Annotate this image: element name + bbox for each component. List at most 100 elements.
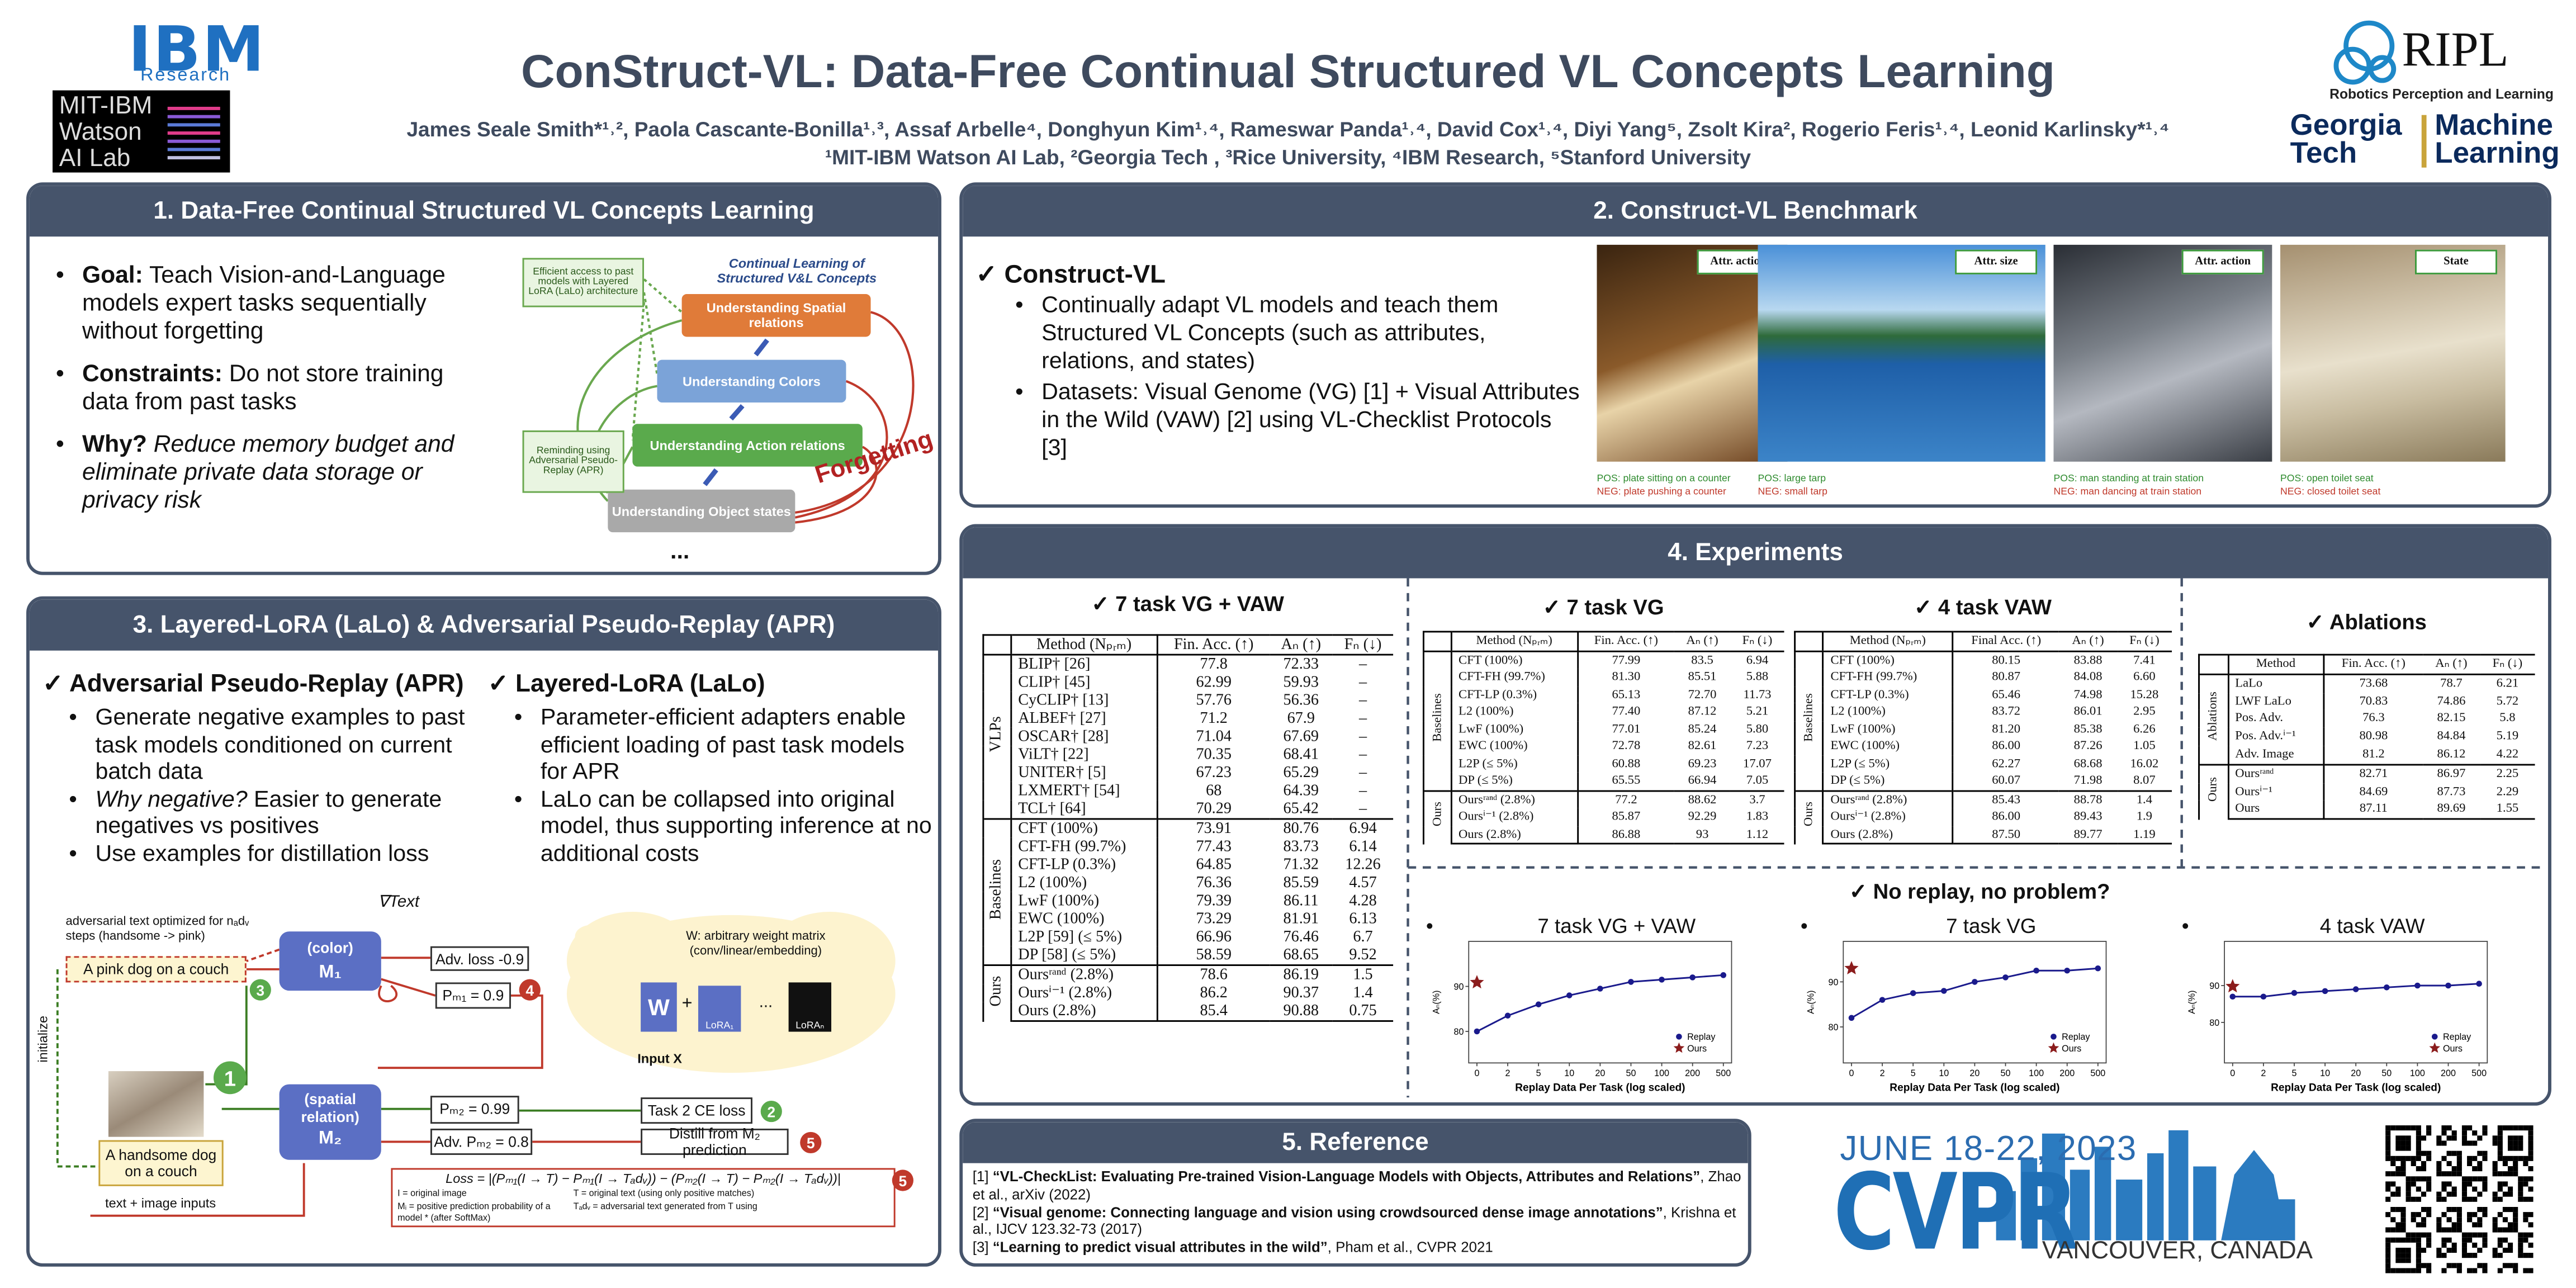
- qr-module: [2513, 1212, 2518, 1218]
- pos-caption: POS: open toilet seat: [2280, 475, 2374, 485]
- loop: [378, 984, 398, 1002]
- qr-module: [2451, 1227, 2457, 1233]
- table-row: L2 (100%) 77.40 87.12 5.21: [1423, 703, 1784, 721]
- qr-module: [2461, 1253, 2468, 1258]
- mit-line: MIT-IBM: [59, 92, 153, 120]
- qr-module: [2528, 1196, 2534, 1202]
- qr-module: [2416, 1222, 2421, 1228]
- action-box: Understanding Action relations: [632, 424, 863, 467]
- value-cell: 72.70: [1688, 685, 1717, 701]
- qr-module: [2385, 1156, 2391, 1161]
- qr-module: [2528, 1242, 2534, 1248]
- series-line: [1851, 967, 2098, 1019]
- qr-module: [2492, 1140, 2498, 1146]
- value-cell: 77.99: [1577, 650, 1674, 669]
- qr-module: [2411, 1161, 2416, 1167]
- table-row: Ours (2.8%) 85.4 90.88 0.75: [983, 1002, 1394, 1022]
- qr-module: [2446, 1181, 2452, 1187]
- qr-module: [2507, 1247, 2513, 1253]
- model-m1: (color) M₁: [279, 931, 381, 991]
- ripl-sub: Robotics Perception and Learning: [2329, 85, 2554, 102]
- value-cell: –: [1359, 709, 1367, 728]
- bullet-text: Parameter-efficient adapters enable effi…: [540, 703, 906, 784]
- table-row: LwF (100%) 79.39 86.11 4.28: [983, 892, 1393, 911]
- column-header: Fₙ (↓): [1730, 631, 1784, 652]
- y-axis-label: Aₙ(%): [2187, 990, 2197, 1014]
- qr-module: [2395, 1258, 2401, 1263]
- qr-module: [2416, 1237, 2421, 1243]
- qr-module: [2416, 1247, 2421, 1253]
- qr-module: [2426, 1268, 2432, 1273]
- qr-module: [2395, 1186, 2401, 1192]
- ref-title: “Visual genome: Connecting language and …: [992, 1203, 1663, 1220]
- group-name: Ours: [1428, 802, 1444, 827]
- group-name: Baselines: [1428, 693, 1444, 742]
- qr-module: [2446, 1263, 2452, 1268]
- qr-module: [2421, 1207, 2427, 1213]
- qr-module: [2405, 1247, 2411, 1253]
- qr-module: [2441, 1212, 2447, 1218]
- pos-caption: POS: plate sitting on a counter: [1597, 475, 1731, 485]
- qr-module: [2523, 1125, 2528, 1131]
- value-cell: 83.73: [1283, 837, 1319, 856]
- method-cell: CLIP† [45]: [1010, 673, 1158, 692]
- qr-module: [2421, 1232, 2427, 1238]
- qr-module: [2497, 1186, 2503, 1192]
- x-tick-label: 50: [1626, 1068, 1636, 1078]
- qr-module: [2446, 1125, 2452, 1131]
- column-header: Aₙ (↑): [1674, 631, 1731, 652]
- qr-module: [2385, 1212, 2391, 1218]
- qr-module: [2482, 1212, 2488, 1218]
- colors-box: Understanding Colors: [657, 359, 846, 403]
- x-tick-label: 200: [2441, 1068, 2456, 1078]
- qr-code[interactable]: [2385, 1125, 2534, 1273]
- model-m2: (spatial relation) M₂: [279, 1084, 381, 1160]
- method-cell: EWC (100%): [1822, 737, 1953, 755]
- x-axis-label: Replay Data Per Task (log scaled): [1890, 1082, 2059, 1093]
- value-cell: 9.52: [1349, 946, 1377, 965]
- method-cell: CFT (100%): [1822, 650, 1953, 669]
- value-cell: 87.11: [2323, 801, 2423, 820]
- ibm-logo: IBM: [128, 13, 266, 86]
- value-cell: 16.02: [2130, 755, 2159, 770]
- value-cell: 66.96: [1196, 928, 1232, 946]
- panel-title: 1. Data-Free Continual Structured VL Con…: [29, 186, 939, 237]
- panel-title: 5. Reference: [963, 1122, 1748, 1163]
- qr-module: [2395, 1135, 2401, 1141]
- value-cell: 85.59: [1283, 874, 1319, 892]
- arrow: [703, 468, 718, 486]
- chart-title: 7 task VG: [1791, 915, 2155, 938]
- qr-module: [2395, 1125, 2401, 1131]
- x-tick-label: 20: [1969, 1068, 1980, 1078]
- value-cell: 8.07: [2133, 772, 2156, 787]
- p-m1: Pₘ₁ = 0.9: [435, 982, 511, 1009]
- column-header: Method (Nₚᵣₘ): [1822, 631, 1953, 652]
- table-row: LWF LaLo 70.83 74.86 5.72: [2199, 692, 2535, 711]
- qr-module: [2518, 1156, 2523, 1161]
- value-cell: 7.05: [1746, 772, 1769, 787]
- method-cell: L2P (≤ 5%): [1450, 755, 1578, 773]
- qr-module: [2426, 1212, 2432, 1218]
- value-cell: 4.22: [2496, 746, 2519, 761]
- bullet: LaLo can be collapsed into original mode…: [504, 784, 935, 865]
- value-cell: 80.76: [1269, 818, 1333, 838]
- qr-module: [2400, 1253, 2406, 1258]
- adv-note: adversarial text optimized for nₐdᵥ step…: [65, 913, 249, 943]
- value-cell: 76.3: [2362, 710, 2385, 726]
- x-tick-label: 100: [2029, 1068, 2044, 1078]
- bullet-text: Use examples for distillation loss: [95, 839, 429, 865]
- method-cell: CFT-FH (99.7%): [1822, 669, 1953, 686]
- point: [1972, 979, 1978, 985]
- qr-module: [2461, 1135, 2468, 1141]
- point: [1597, 986, 1603, 992]
- method-cell: Oursⁱ⁻¹ (2.8%): [1822, 808, 1953, 826]
- header-row: Method Fin. Acc. (↑) Aₙ (↑) Fₙ (↓): [2198, 654, 2535, 675]
- mit-stripe: [167, 123, 220, 126]
- table-row: CyCLIP† [13] 57.76 56.36 –: [983, 692, 1393, 710]
- qr-module: [2416, 1268, 2421, 1273]
- group-name: Baselines: [1800, 693, 1815, 742]
- qr-module: [2467, 1176, 2473, 1182]
- value-cell: 67.9: [1287, 709, 1315, 728]
- qr-module: [2523, 1237, 2528, 1243]
- table-row: CFT-LP (0.3%) 64.85 71.32 12.26: [983, 856, 1393, 874]
